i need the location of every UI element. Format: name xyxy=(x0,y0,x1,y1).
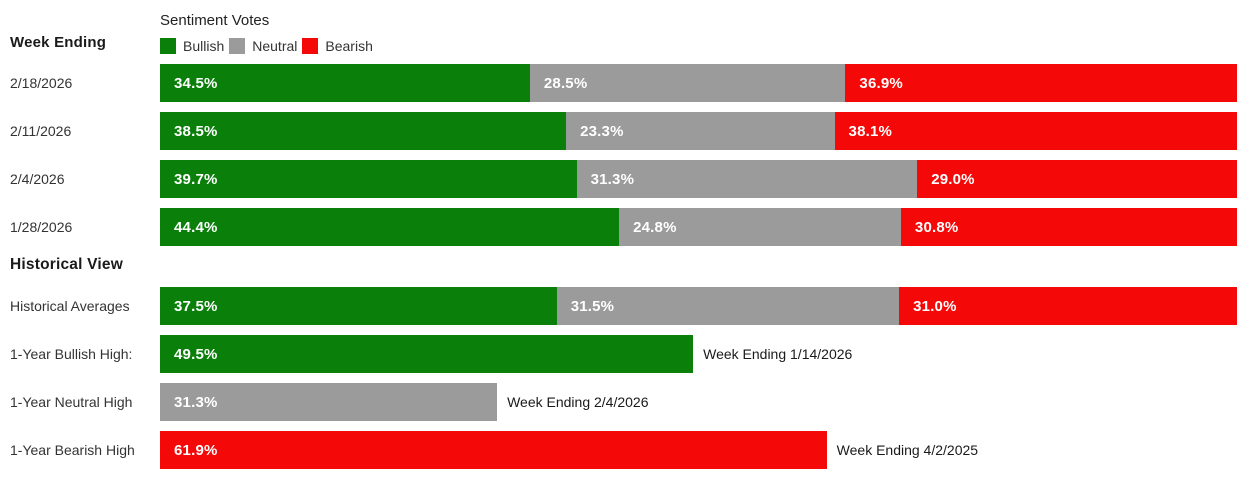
single-bar-track: 61.9% Week Ending 4/2/2025 xyxy=(160,431,1237,469)
legend-label-neutral: Neutral xyxy=(252,38,298,54)
bearish-legend-swatch-icon xyxy=(302,38,319,54)
legend-item-bearish: Bearish xyxy=(302,38,373,54)
sentiment-row-week-1: 2/18/2026 34.5% 28.5% 36.9% xyxy=(10,64,1237,102)
bullish-percent-label: 38.5% xyxy=(174,122,218,140)
bearish-percent-label: 38.1% xyxy=(848,122,893,140)
bearish-bar-segment: 36.9% xyxy=(845,64,1237,102)
neutral-percent-label: 31.3% xyxy=(590,170,635,188)
bearish-bar-segment: 38.1% xyxy=(834,112,1237,150)
bullish-percent-label: 34.5% xyxy=(174,74,218,92)
bullish-high-bar: 49.5% xyxy=(160,335,694,373)
stacked-sentiment-bar: 37.5% 31.5% 31.0% xyxy=(160,287,1237,325)
week-ending-date: 2/4/2026 xyxy=(10,171,65,187)
week-ending-column-header: Week Ending xyxy=(10,34,107,51)
neutral-high-annotation: Week Ending 2/4/2026 xyxy=(507,394,649,410)
bearish-high-bar: 61.9% xyxy=(160,431,827,469)
stacked-sentiment-bar: 39.7% 31.3% 29.0% xyxy=(160,160,1237,198)
historical-averages-label: Historical Averages xyxy=(10,298,130,314)
week-ending-date: 2/18/2026 xyxy=(10,75,73,91)
one-year-bearish-high-row: 1-Year Bearish High 61.9% Week Ending 4/… xyxy=(10,431,1237,469)
sentiment-row-week-3: 2/4/2026 39.7% 31.3% 29.0% xyxy=(10,160,1237,198)
bearish-percent-label: 30.8% xyxy=(914,218,959,236)
legend-label-bullish: Bullish xyxy=(183,38,225,54)
bearish-bar-segment: 29.0% xyxy=(917,160,1237,198)
one-year-neutral-high-row: 1-Year Neutral High 31.3% Week Ending 2/… xyxy=(10,383,1237,421)
historical-view-heading: Historical View xyxy=(10,256,123,273)
one-year-bullish-high-row: 1-Year Bullish High: 49.5% Week Ending 1… xyxy=(10,335,1237,373)
single-bar-track: 49.5% Week Ending 1/14/2026 xyxy=(160,335,1237,373)
legend-item-neutral: Neutral xyxy=(229,38,297,54)
bullish-high-annotation: Week Ending 1/14/2026 xyxy=(703,346,853,362)
neutral-percent-label: 24.8% xyxy=(633,218,677,236)
sentiment-row-week-2: 2/11/2026 38.5% 23.3% 38.1% xyxy=(10,112,1237,150)
legend-item-bullish: Bullish xyxy=(160,38,224,54)
sentiment-row-week-4: 1/28/2026 44.4% 24.8% 30.8% xyxy=(10,208,1237,246)
neutral-percent-label: 31.5% xyxy=(570,297,615,315)
bearish-high-annotation: Week Ending 4/2/2025 xyxy=(836,442,979,458)
stacked-sentiment-bar: 44.4% 24.8% 30.8% xyxy=(160,208,1237,246)
bearish-bar-segment: 31.0% xyxy=(899,287,1237,325)
bullish-percent-label: 44.4% xyxy=(174,218,218,236)
stacked-sentiment-bar: 38.5% 23.3% 38.1% xyxy=(160,112,1237,150)
legend-label-bearish: Bearish xyxy=(325,38,373,54)
bullish-percent-label: 39.7% xyxy=(174,170,218,188)
chart-header-row: Week Ending Sentiment Votes Bullish Neut… xyxy=(10,10,1237,54)
one-year-neutral-high-label: 1-Year Neutral High xyxy=(10,394,133,410)
neutral-bar-segment: 31.3% xyxy=(576,160,918,198)
single-bar-track: 31.3% Week Ending 2/4/2026 xyxy=(160,383,1237,421)
bullish-percent-label: 37.5% xyxy=(174,297,218,315)
bullish-bar-segment: 34.5% xyxy=(160,64,530,102)
chart-title: Sentiment Votes xyxy=(160,12,270,29)
bearish-bar-segment: 30.8% xyxy=(900,208,1237,246)
bearish-percent-label: 31.0% xyxy=(913,297,957,315)
neutral-legend-swatch-icon xyxy=(229,38,246,54)
neutral-high-bar: 31.3% xyxy=(160,383,498,421)
bullish-bar-segment: 39.7% xyxy=(160,160,577,198)
chart-legend: Bullish Neutral Bearish xyxy=(160,38,1237,54)
neutral-bar-segment: 24.8% xyxy=(619,208,901,246)
neutral-percent-label: 23.3% xyxy=(580,122,624,140)
bearish-percent-label: 29.0% xyxy=(931,170,975,188)
neutral-percent-label: 28.5% xyxy=(543,74,588,92)
bearish-high-percent-label: 61.9% xyxy=(174,441,218,459)
week-ending-date: 2/11/2026 xyxy=(10,123,72,139)
bullish-high-percent-label: 49.5% xyxy=(174,345,218,363)
bearish-percent-label: 36.9% xyxy=(859,74,903,92)
neutral-bar-segment: 23.3% xyxy=(566,112,835,150)
bullish-bar-segment: 44.4% xyxy=(160,208,620,246)
one-year-bullish-high-label: 1-Year Bullish High: xyxy=(10,346,133,362)
neutral-bar-segment: 28.5% xyxy=(529,64,846,102)
bullish-legend-swatch-icon xyxy=(160,38,176,54)
chart-header: Sentiment Votes Bullish Neutral Bearish xyxy=(160,10,1237,54)
neutral-bar-segment: 31.5% xyxy=(556,287,900,325)
neutral-high-percent-label: 31.3% xyxy=(174,393,218,411)
week-ending-date: 1/28/2026 xyxy=(10,219,73,235)
one-year-bearish-high-label: 1-Year Bearish High xyxy=(10,442,135,458)
historical-averages-row: Historical Averages 37.5% 31.5% 31.0% xyxy=(10,287,1237,325)
bullish-bar-segment: 37.5% xyxy=(160,287,557,325)
stacked-sentiment-bar: 34.5% 28.5% 36.9% xyxy=(160,64,1237,102)
bullish-bar-segment: 38.5% xyxy=(160,112,567,150)
